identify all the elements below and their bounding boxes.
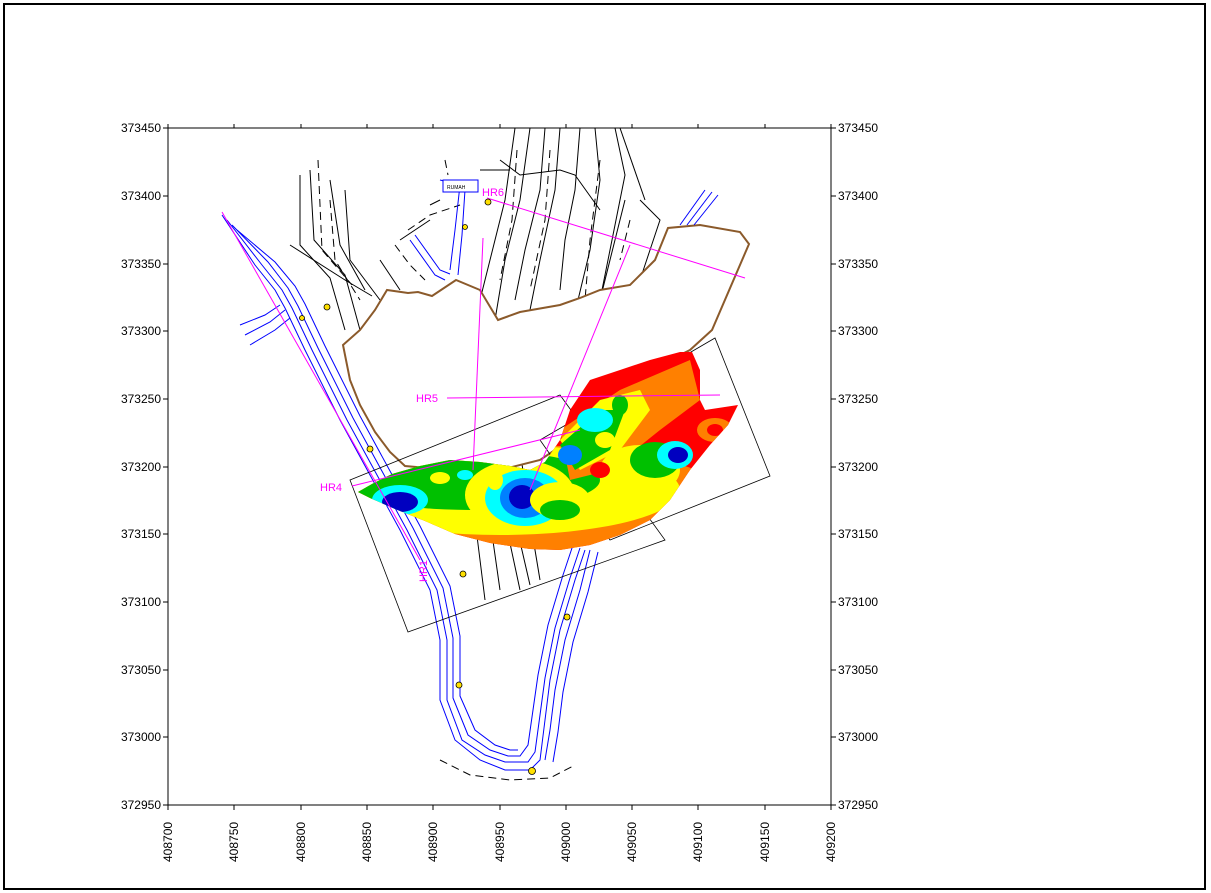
marker-point xyxy=(563,613,571,621)
x-axis-labels: 408700 408750 408800 408850 408900 40895… xyxy=(161,822,838,862)
y-tick-label: 373450 xyxy=(121,121,161,135)
x-tick-label: 408950 xyxy=(493,822,507,862)
x-tick-label: 409100 xyxy=(691,822,705,862)
marker-point xyxy=(484,198,492,206)
x-tick-label: 408850 xyxy=(360,822,374,862)
marker-points xyxy=(299,198,571,775)
marker-point xyxy=(528,767,536,775)
marker-point xyxy=(366,445,374,453)
x-tick-label: 408750 xyxy=(227,822,241,862)
x-tick-label: 408700 xyxy=(161,822,175,862)
profile-label-hr5: HR5 xyxy=(416,393,438,405)
profile-label-hr6: HR6 xyxy=(482,187,504,199)
y-tick-label: 373200 xyxy=(121,460,161,474)
profile-lines xyxy=(221,197,746,561)
y-tick-label: 373000 xyxy=(121,730,161,744)
x-tick-label: 409000 xyxy=(559,822,573,862)
x-tick-label: 409050 xyxy=(625,822,639,862)
y-tick-label: 373150 xyxy=(121,527,161,541)
y-tick-label: 372950 xyxy=(838,798,878,812)
y-axis-labels-left: 373450 373400 373350 373300 373250 37320… xyxy=(121,121,161,812)
y-tick-label: 373150 xyxy=(838,527,878,541)
marker-point xyxy=(455,681,463,689)
x-tick-label: 409200 xyxy=(824,822,838,862)
marker-point xyxy=(462,224,468,230)
building-icon xyxy=(442,179,479,193)
y-tick-label: 373400 xyxy=(838,189,878,203)
profile-label-hr1: HR1 xyxy=(418,560,430,582)
y-tick-label: 373300 xyxy=(838,324,878,338)
x-tick-label: 408900 xyxy=(426,822,440,862)
y-tick-label: 373300 xyxy=(121,324,161,338)
y-tick-label: 373100 xyxy=(121,595,161,609)
y-tick-label: 373250 xyxy=(121,392,161,406)
marker-point xyxy=(323,303,331,311)
x-tick-label: 409150 xyxy=(758,822,772,862)
marker-point xyxy=(299,315,305,321)
y-tick-label: 373200 xyxy=(838,460,878,474)
y-tick-label: 373100 xyxy=(838,595,878,609)
y-axis-labels-right: 373450 373400 373350 373300 373250 37320… xyxy=(838,121,878,812)
y-tick-label: 372950 xyxy=(121,798,161,812)
y-tick-label: 373450 xyxy=(838,121,878,135)
y-tick-label: 373050 xyxy=(121,663,161,677)
y-tick-label: 373350 xyxy=(121,257,161,271)
building-label: RUMAH xyxy=(447,185,466,191)
marker-point xyxy=(459,570,467,578)
y-tick-label: 373350 xyxy=(838,257,878,271)
y-tick-label: 373400 xyxy=(121,189,161,203)
axis-ticks xyxy=(163,124,836,810)
y-tick-label: 373050 xyxy=(838,663,878,677)
x-tick-label: 408800 xyxy=(294,822,308,862)
y-tick-label: 373000 xyxy=(838,730,878,744)
profile-label-hr4: HR4 xyxy=(320,482,342,494)
y-tick-label: 373250 xyxy=(838,392,878,406)
